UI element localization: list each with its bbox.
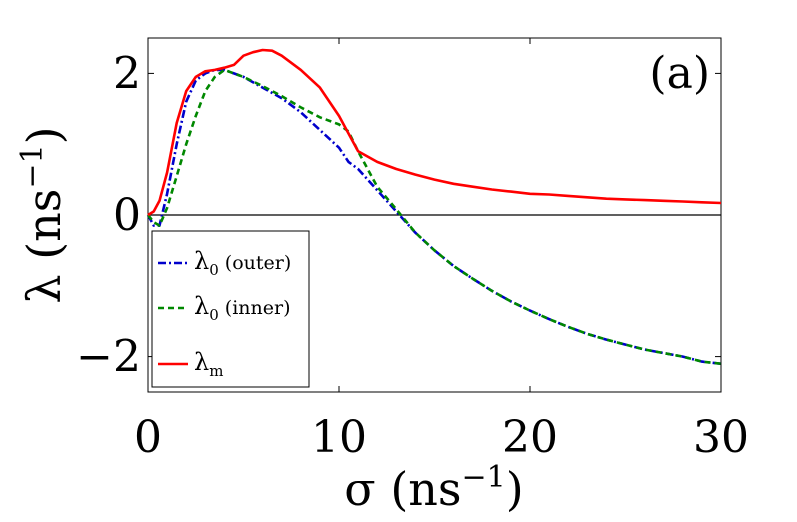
y-tick-label: 2 [113,48,141,99]
x-tick-label: 20 [502,412,558,463]
axis-ticks: 0 10 20 30 −2 0 2 [76,38,749,463]
x-axis-label: σ (ns−1) [344,460,523,516]
series-line-m [147,48,722,217]
x-axis-label-main: σ (ns [344,462,461,516]
legend-label-outer: λ0 (outer) [194,247,291,279]
y-axis-label-sup: −1 [15,144,50,188]
y-tick-label: 0 [113,190,141,241]
series-line-inner [146,68,722,365]
x-axis-label-sup: −1 [462,460,506,495]
panel-label: (a) [649,48,710,99]
y-axis-label: λ (ns−1) [15,126,71,303]
x-axis-label-close: ) [506,462,524,516]
series-layer [146,48,722,365]
x-tick-label: 10 [311,412,367,463]
y-axis-label-close: ) [17,126,71,144]
legend-label-inner: λ0 (inner) [194,292,291,324]
x-tick-label: 0 [134,412,162,463]
x-tick-label: 30 [693,412,749,463]
y-axis-label-main: λ (ns [17,189,71,304]
legend: λ0 (outer) λ0 (inner) λm [151,230,310,388]
legend-label-m: λm [194,348,223,380]
y-tick-label: −2 [76,332,141,383]
